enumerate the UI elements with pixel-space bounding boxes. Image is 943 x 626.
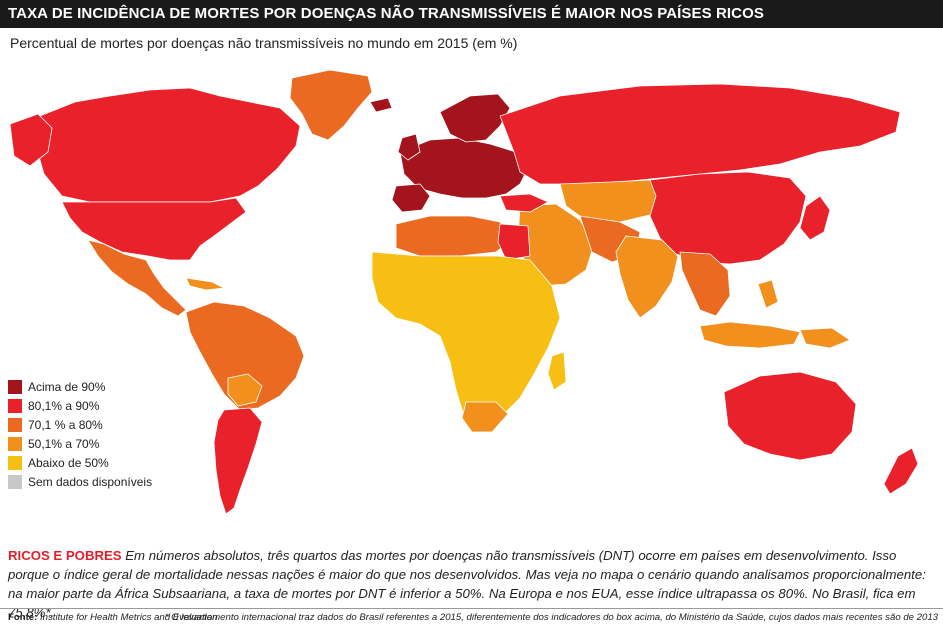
legend-swatch [8, 379, 22, 394]
region-south-africa [461, 401, 509, 433]
note-heading: RICOS E POBRES [8, 548, 122, 563]
legend-swatch [8, 436, 22, 451]
region-iceland [369, 97, 393, 113]
region-philippines [757, 279, 779, 309]
legend-label: 70,1 % a 80% [28, 417, 103, 432]
legend-item: Sem dados disponíveis [8, 472, 168, 491]
source-text: Institute for Health Metrics and Evaluat… [39, 612, 218, 623]
region-canada [35, 87, 301, 203]
region-turkey [499, 193, 549, 213]
legend-label: 50,1% a 70% [28, 436, 100, 451]
region-india [615, 235, 679, 319]
world-map [9, 69, 919, 515]
footer-divider [0, 608, 943, 609]
legend-item: Abaixo de 50% [8, 453, 168, 472]
legend-label: Sem dados disponíveis [28, 474, 153, 489]
legend-label: Acima de 90% [28, 379, 106, 394]
legend-item: 80,1% a 90% [8, 396, 168, 415]
region-usa [61, 197, 247, 261]
legend-swatch [8, 417, 22, 432]
map-legend: Acima de 90% 80,1% a 90% 70,1 % a 80% 50… [8, 377, 168, 491]
region-north-africa [395, 215, 513, 257]
region-bolivia-paraguay [227, 373, 263, 407]
region-egypt [497, 223, 531, 261]
footnote: * O levantamento internacional traz dado… [164, 612, 938, 623]
legend-item: 50,1% a 70% [8, 434, 168, 453]
legend-swatch [8, 455, 22, 470]
legend-swatch [8, 474, 22, 489]
region-australia [723, 371, 857, 461]
legend-label: Abaixo de 50% [28, 455, 109, 470]
region-uk [397, 133, 421, 161]
region-south-america-north [185, 301, 305, 411]
legend-swatch [8, 398, 22, 413]
region-papua [799, 327, 851, 349]
region-russia [499, 83, 901, 185]
region-japan-korea [799, 195, 831, 241]
region-china [649, 171, 807, 265]
region-scandinavia [439, 93, 511, 143]
region-greenland [289, 69, 373, 141]
note-text: Em números absolutos, três quartos das m… [8, 548, 926, 620]
region-alaska [9, 113, 53, 167]
region-caribbean [185, 277, 225, 291]
region-southern-cone [213, 407, 263, 515]
title-bar: TAXA DE INCIDÊNCIA DE MORTES POR DOENÇAS… [0, 0, 943, 28]
note-paragraph: RICOS E POBRES Em números absolutos, trê… [8, 546, 936, 622]
map-subtitle: Percentual de mortes por doenças não tra… [10, 35, 518, 51]
map-title: TAXA DE INCIDÊNCIA DE MORTES POR DOENÇAS… [8, 5, 764, 22]
legend-item: Acima de 90% [8, 377, 168, 396]
region-madagascar [547, 351, 567, 391]
region-mexico-central-america [87, 239, 187, 317]
legend-label: 80,1% a 90% [28, 398, 100, 413]
region-indonesia [699, 321, 801, 349]
legend-item: 70,1 % a 80% [8, 415, 168, 434]
region-iberia [391, 183, 431, 213]
region-new-zealand [883, 447, 919, 495]
region-southeast-asia [679, 251, 731, 317]
source-label: Fonte: [8, 612, 38, 623]
footer: Fonte: Institute for Health Metrics and … [8, 612, 938, 623]
